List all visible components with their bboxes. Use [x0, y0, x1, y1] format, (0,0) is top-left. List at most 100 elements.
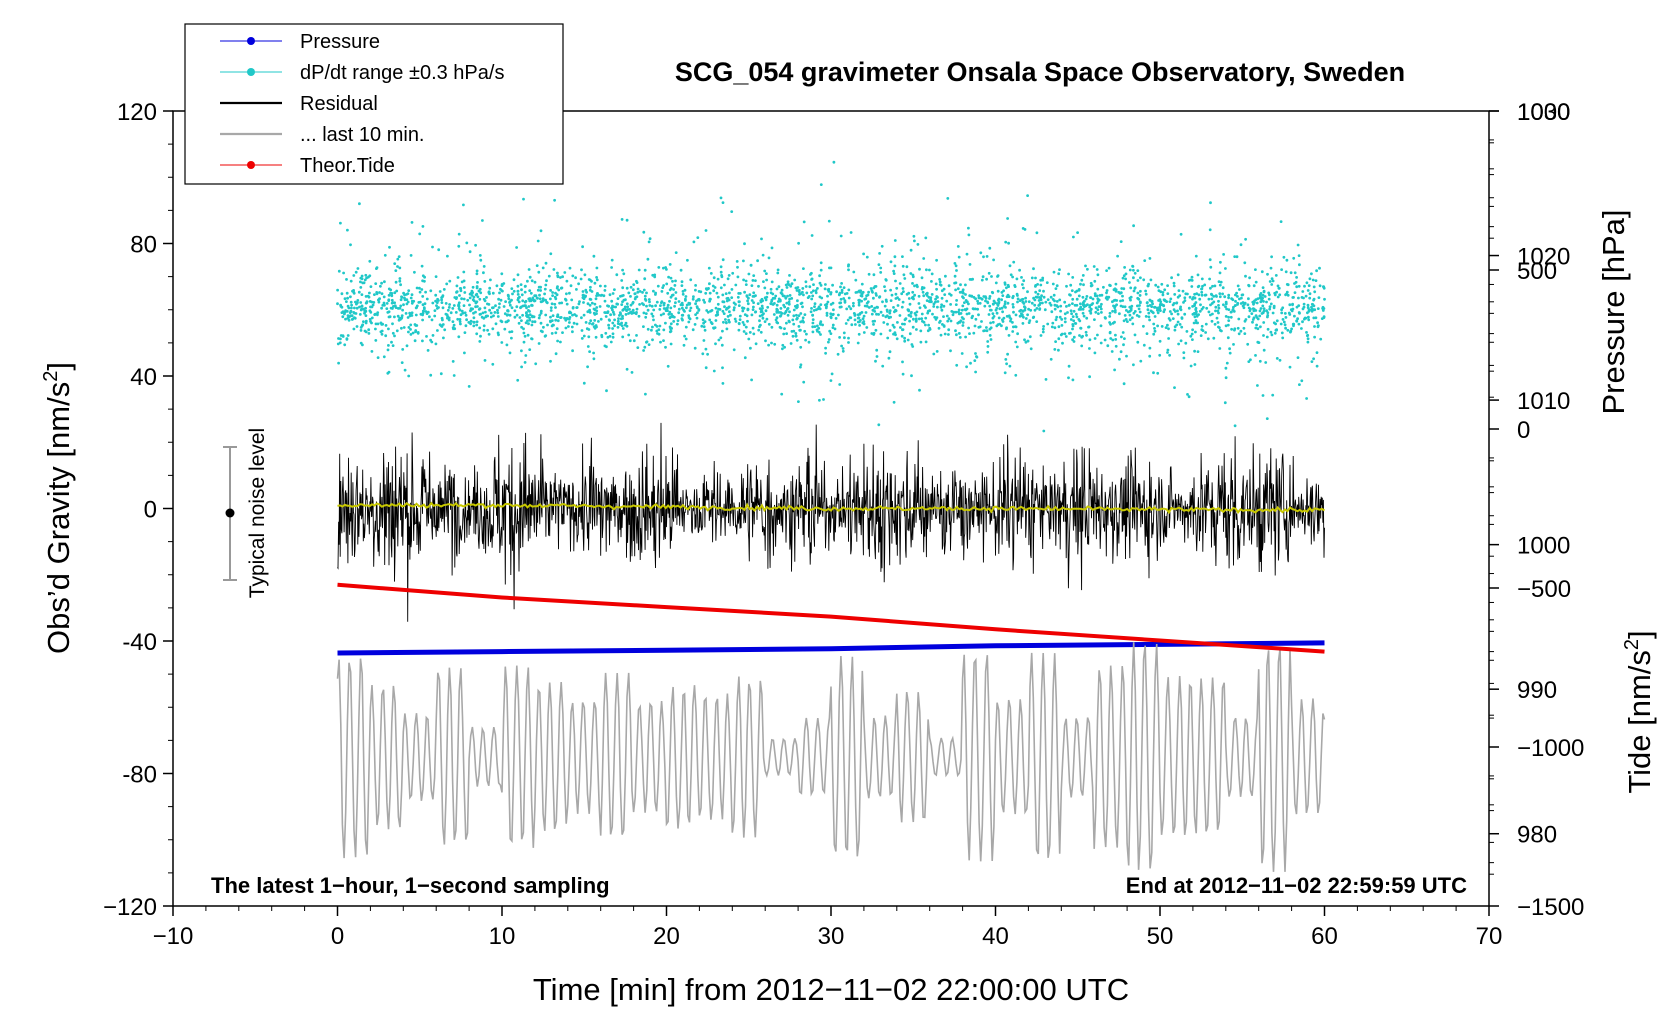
dpdt-point — [409, 323, 413, 327]
dpdt-point — [457, 301, 461, 305]
dpdt-point — [949, 293, 953, 297]
dpdt-point — [1194, 319, 1198, 322]
dpdt-point — [770, 341, 773, 345]
dpdt-point — [702, 325, 706, 329]
dpdt-point — [826, 300, 830, 304]
dpdt-point — [827, 338, 831, 341]
dpdt-point — [543, 287, 547, 291]
dpdt-point — [1168, 353, 1171, 357]
dpdt-point — [1051, 321, 1055, 325]
dpdt-point — [1233, 304, 1237, 307]
dpdt-point — [730, 210, 734, 214]
dpdt-point — [1172, 284, 1176, 288]
dpdt-point — [440, 301, 444, 304]
dpdt-point — [1119, 240, 1123, 244]
dpdt-point — [1030, 276, 1034, 280]
dpdt-point — [530, 337, 534, 341]
dpdt-point — [838, 336, 841, 339]
dpdt-point — [1311, 278, 1315, 282]
dpdt-point — [343, 297, 347, 301]
dpdt-point — [1308, 296, 1312, 300]
dpdt-point — [1282, 320, 1286, 324]
dpdt-point — [1252, 284, 1256, 288]
dpdt-point — [1300, 379, 1304, 383]
dpdt-point — [467, 385, 471, 388]
dpdt-point — [1128, 313, 1132, 317]
dpdt-point — [455, 290, 459, 293]
dpdt-point — [464, 324, 468, 328]
dpdt-point — [881, 314, 885, 317]
dpdt-point — [765, 317, 769, 321]
dpdt-point — [447, 306, 451, 309]
dpdt-point — [920, 276, 924, 280]
dpdt-point — [564, 318, 568, 322]
dpdt-point — [1280, 308, 1283, 312]
dpdt-point — [565, 292, 568, 296]
dpdt-point — [1178, 294, 1182, 297]
dpdt-point — [892, 272, 896, 275]
dpdt-point — [1142, 324, 1145, 328]
dpdt-point — [581, 290, 585, 293]
dpdt-point — [1054, 318, 1058, 322]
dpdt-point — [387, 299, 391, 302]
dpdt-point — [955, 363, 959, 367]
dpdt-point — [489, 278, 492, 282]
dpdt-point — [415, 286, 419, 290]
dpdt-point — [955, 299, 958, 302]
dpdt-point — [911, 295, 915, 299]
dpdt-point — [1310, 360, 1314, 363]
dpdt-point — [1081, 295, 1085, 299]
dpdt-point — [811, 325, 815, 329]
dpdt-point — [478, 340, 482, 343]
dpdt-point — [659, 304, 662, 307]
dpdt-point — [1093, 292, 1097, 296]
dpdt-point — [872, 323, 875, 326]
dpdt-point — [1112, 299, 1116, 302]
dpdt-point — [1137, 307, 1141, 311]
dpdt-point — [947, 317, 951, 321]
dpdt-point — [901, 322, 904, 326]
dpdt-point — [588, 278, 592, 282]
dpdt-point — [1237, 317, 1241, 321]
dpdt-point — [1033, 303, 1037, 307]
dpdt-point — [589, 319, 593, 323]
dpdt-point — [985, 255, 989, 258]
dpdt-point — [373, 312, 377, 316]
dpdt-point — [590, 290, 594, 293]
dpdt-point — [635, 311, 638, 314]
dpdt-point — [766, 291, 769, 295]
dpdt-point — [480, 315, 484, 319]
dpdt-point — [1186, 292, 1189, 296]
dpdt-point — [689, 306, 693, 310]
dpdt-point — [1284, 270, 1288, 274]
dpdt-point — [441, 318, 444, 322]
dpdt-point — [878, 295, 881, 299]
dpdt-point — [889, 260, 893, 264]
dpdt-point — [759, 330, 763, 334]
dpdt-point — [531, 296, 535, 300]
dpdt-point — [462, 203, 465, 207]
dpdt-point — [1096, 308, 1100, 312]
dpdt-point — [1009, 273, 1013, 277]
dpdt-point — [808, 285, 812, 289]
dpdt-point — [911, 345, 915, 348]
dpdt-point — [444, 302, 448, 305]
dpdt-point — [496, 315, 500, 318]
dpdt-point — [595, 276, 598, 279]
pressure-tick-label: 1020 — [1517, 244, 1570, 271]
dpdt-point — [1273, 291, 1277, 295]
dpdt-point — [647, 240, 651, 244]
dpdt-point — [1159, 300, 1163, 304]
dpdt-point — [636, 346, 640, 349]
dpdt-point — [704, 229, 708, 232]
dpdt-point — [651, 325, 654, 329]
dpdt-point — [786, 280, 790, 284]
dpdt-point — [831, 326, 835, 329]
dpdt-point — [621, 308, 625, 312]
dpdt-point — [1315, 364, 1319, 368]
dpdt-point — [1077, 294, 1081, 298]
dpdt-point — [447, 318, 451, 322]
dpdt-point — [531, 320, 534, 324]
dpdt-point — [977, 325, 981, 329]
dpdt-point — [984, 296, 988, 300]
